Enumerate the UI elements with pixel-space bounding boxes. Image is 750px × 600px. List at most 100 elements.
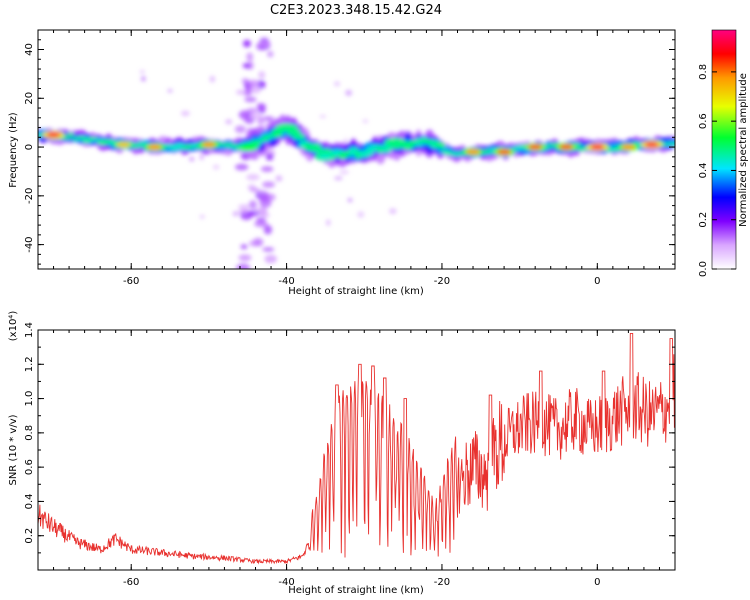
heatmap-blob <box>267 50 274 58</box>
heatmap-blob <box>136 141 147 147</box>
heatmap-hotspot <box>318 154 333 160</box>
heatmap-blob <box>326 219 331 226</box>
heatmap-blob <box>339 169 350 175</box>
figure-title: C2E3.2023.348.15.42.G24 <box>270 3 442 18</box>
heatmap-blob <box>260 166 274 172</box>
y-tick-label: 0 <box>24 144 35 150</box>
heatmap-blob <box>262 181 276 188</box>
heatmap-hotspot <box>528 144 543 150</box>
y-tick-label: 20 <box>24 92 35 105</box>
heatmap-blob <box>345 89 353 96</box>
heatmap-blob <box>249 187 260 193</box>
heatmap-blob <box>667 141 675 146</box>
y-tick-label: -20 <box>24 188 35 204</box>
y-tick-label: 0.4 <box>24 493 35 509</box>
x-tick-label: -40 <box>278 276 294 287</box>
heatmap-blob <box>389 208 397 215</box>
colorbar-axis: 0.0 0.2 0.4 0.6 0.8 <box>698 64 736 277</box>
heatmap-hotspot <box>46 132 61 138</box>
heatmap-blob <box>242 39 251 48</box>
heatmap-hotspot <box>497 149 512 155</box>
y-tick-label: 0.6 <box>24 459 35 475</box>
heatmap-blob <box>257 191 267 195</box>
colorbar-tick-label: 0.6 <box>698 113 709 129</box>
y-tick-label: 1.2 <box>24 356 35 372</box>
spectrogram-xlabel: Height of straight line (km) <box>288 286 424 297</box>
heatmap-blob <box>199 153 204 161</box>
heatmap-blob <box>246 173 260 181</box>
spectrogram-frame <box>37 29 676 270</box>
heatmap-blob <box>333 81 341 87</box>
heatmap-hotspot <box>644 142 659 148</box>
x-tick-label: 0 <box>594 276 600 287</box>
colorbar-label: Normalized spectral amplitude <box>738 73 749 227</box>
heatmap-blob <box>246 107 259 114</box>
heatmap-blob <box>238 204 251 209</box>
heatmap-blob <box>362 119 369 123</box>
heatmap-blob <box>167 89 173 93</box>
heatmap-blob <box>244 88 252 96</box>
y-tick-label: -40 <box>24 236 35 252</box>
heatmap-blob <box>225 119 233 125</box>
heatmap-hotspot <box>201 142 216 148</box>
heatmap-blob <box>246 52 254 62</box>
heatmap-blob <box>292 133 306 140</box>
heatmap-blob <box>240 244 248 250</box>
heatmap-blob <box>357 211 365 218</box>
heatmap-hotspot <box>466 149 481 155</box>
heatmap-blob <box>263 224 273 235</box>
heatmap-blob <box>265 153 274 161</box>
heatmap-blob <box>234 125 246 134</box>
x-tick-label: -60 <box>123 276 139 287</box>
heatmap-hotspot <box>279 125 294 131</box>
snr-axes: -60 -40 -20 0 0.2 0.4 0.6 0.8 1.0 1.2 1.4 <box>24 322 676 588</box>
colorbar-tick-label: 0.2 <box>698 212 709 228</box>
heatmap-blob <box>81 139 93 144</box>
colorbar <box>711 29 737 270</box>
heatmap-blob <box>236 89 246 95</box>
heatmap-blob <box>232 211 239 217</box>
heatmap-blob <box>76 135 87 140</box>
heatmap-blob <box>169 145 179 151</box>
spectrogram-axes: -60 -40 -20 0 -40 -20 0 20 40 <box>24 29 676 287</box>
heatmap-blob <box>258 40 271 48</box>
heatmap-blob <box>141 76 146 82</box>
y-tick-label: 1.0 <box>24 391 35 407</box>
heatmap-blob <box>238 209 250 214</box>
snr-scale-label: (x10⁴) <box>8 311 19 342</box>
heatmap-blob <box>259 198 272 208</box>
heatmap-blob <box>212 164 220 170</box>
heatmap-blob <box>262 116 275 122</box>
heatmap-blob <box>234 163 249 171</box>
heatmap-blob <box>249 200 257 210</box>
heatmap-blob <box>319 114 327 119</box>
heatmap-hotspot <box>559 144 574 150</box>
heatmap-blob <box>258 71 266 79</box>
snr-series-line <box>38 332 675 565</box>
colorbar-tick-label: 0.4 <box>698 162 709 178</box>
heatmap-blob <box>253 237 264 247</box>
x-tick-label: 0 <box>594 577 600 588</box>
x-tick-label: -60 <box>123 577 139 588</box>
heatmap-blob <box>90 138 105 142</box>
heatmap-blob <box>236 263 251 269</box>
heatmap-blob <box>347 198 353 203</box>
heatmap-blob <box>343 138 348 145</box>
x-tick-label: -40 <box>278 577 294 588</box>
heatmap-blob <box>66 132 75 136</box>
spectrogram-image <box>38 37 675 269</box>
heatmap-blob <box>209 75 216 83</box>
heatmap-blob <box>199 215 205 219</box>
spectrogram-ylabel: Frequency (Hz) <box>8 112 19 188</box>
heatmap-blob <box>248 79 260 88</box>
heatmap-blob <box>139 70 145 74</box>
heatmap-blob <box>254 220 268 228</box>
heatmap-blob <box>240 110 248 121</box>
y-tick-label: 0.8 <box>24 425 35 441</box>
heatmap-blob <box>162 143 175 147</box>
snr-ylabel: SNR (10 * v/v) <box>8 414 19 485</box>
heatmap-blob <box>253 207 263 212</box>
colorbar-tick-label: 0.8 <box>698 64 709 80</box>
heatmap-blob <box>275 175 283 182</box>
heatmap-blob <box>256 102 265 109</box>
